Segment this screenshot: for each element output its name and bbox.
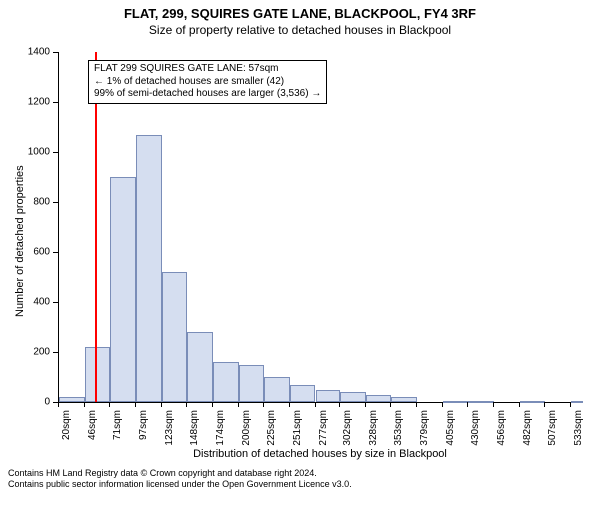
histogram-bar	[340, 392, 366, 402]
x-tick-label: 97sqm	[138, 410, 149, 440]
x-tick-mark	[135, 402, 136, 407]
info-line-2: ← 1% of detached houses are smaller (42)	[94, 76, 321, 89]
x-tick-mark	[315, 402, 316, 407]
x-tick-mark	[544, 402, 545, 407]
y-tick-mark	[53, 52, 58, 53]
histogram-bar	[571, 401, 583, 403]
x-tick-mark	[289, 402, 290, 407]
x-tick-mark	[365, 402, 366, 407]
histogram-bar	[136, 135, 162, 403]
y-tick-label: 1000	[0, 147, 50, 158]
x-tick-mark	[58, 402, 59, 407]
x-tick-mark	[467, 402, 468, 407]
histogram-bar	[239, 365, 264, 403]
info-box: FLAT 299 SQUIRES GATE LANE: 57sqm ← 1% o…	[88, 60, 327, 104]
x-tick-mark	[416, 402, 417, 407]
info-line-3: 99% of semi-detached houses are larger (…	[94, 88, 321, 101]
x-tick-mark	[339, 402, 340, 407]
x-tick-mark	[390, 402, 391, 407]
y-tick-label: 0	[0, 397, 50, 408]
x-tick-label: 148sqm	[189, 410, 200, 446]
x-axis-label: Distribution of detached houses by size …	[58, 448, 582, 460]
x-tick-label: 200sqm	[241, 410, 252, 446]
histogram-bar	[110, 177, 136, 402]
x-tick-mark	[212, 402, 213, 407]
x-tick-mark	[570, 402, 571, 407]
x-tick-mark	[493, 402, 494, 407]
x-tick-mark	[442, 402, 443, 407]
y-tick-mark	[53, 352, 58, 353]
x-tick-mark	[109, 402, 110, 407]
x-tick-label: 20sqm	[61, 410, 72, 440]
plot-area	[58, 52, 583, 403]
x-tick-label: 405sqm	[445, 410, 456, 446]
x-tick-label: 302sqm	[342, 410, 353, 446]
x-tick-label: 174sqm	[215, 410, 226, 446]
x-tick-mark	[519, 402, 520, 407]
y-tick-mark	[53, 202, 58, 203]
y-tick-label: 200	[0, 347, 50, 358]
x-tick-label: 353sqm	[393, 410, 404, 446]
x-tick-label: 482sqm	[522, 410, 533, 446]
y-tick-label: 800	[0, 197, 50, 208]
histogram-bar	[187, 332, 213, 402]
x-tick-mark	[238, 402, 239, 407]
chart-title: FLAT, 299, SQUIRES GATE LANE, BLACKPOOL,…	[0, 6, 600, 21]
y-tick-label: 600	[0, 247, 50, 258]
y-tick-mark	[53, 152, 58, 153]
x-tick-label: 46sqm	[87, 410, 98, 440]
x-tick-label: 277sqm	[318, 410, 329, 446]
x-tick-label: 379sqm	[419, 410, 430, 446]
histogram-bar	[468, 401, 494, 403]
x-tick-label: 328sqm	[368, 410, 379, 446]
histogram-bar	[520, 401, 545, 403]
histogram-bar	[264, 377, 290, 402]
y-tick-mark	[53, 252, 58, 253]
footer: Contains HM Land Registry data © Crown c…	[8, 468, 352, 491]
histogram-bar	[162, 272, 187, 402]
histogram-bar	[366, 395, 391, 403]
x-tick-mark	[161, 402, 162, 407]
x-tick-label: 507sqm	[547, 410, 558, 446]
info-line-1: FLAT 299 SQUIRES GATE LANE: 57sqm	[94, 63, 321, 76]
x-tick-label: 123sqm	[164, 410, 175, 446]
x-tick-mark	[263, 402, 264, 407]
y-tick-label: 1400	[0, 47, 50, 58]
histogram-bar	[213, 362, 239, 402]
x-tick-mark	[186, 402, 187, 407]
y-tick-label: 400	[0, 297, 50, 308]
histogram-bar	[290, 385, 316, 403]
histogram-bar	[443, 401, 468, 403]
x-tick-label: 533sqm	[573, 410, 584, 446]
x-tick-label: 225sqm	[266, 410, 277, 446]
histogram-bar	[85, 347, 110, 402]
x-tick-label: 71sqm	[112, 410, 123, 440]
y-tick-label: 1200	[0, 97, 50, 108]
x-tick-label: 430sqm	[470, 410, 481, 446]
y-tick-mark	[53, 102, 58, 103]
histogram-bar	[59, 397, 85, 402]
footer-line-1: Contains HM Land Registry data © Crown c…	[8, 468, 352, 479]
marker-line	[95, 52, 97, 402]
y-tick-mark	[53, 302, 58, 303]
histogram-bar	[316, 390, 341, 403]
x-tick-label: 456sqm	[496, 410, 507, 446]
histogram-bar	[391, 397, 417, 402]
y-axis-label: Number of detached properties	[14, 165, 26, 317]
x-tick-mark	[84, 402, 85, 407]
footer-line-2: Contains public sector information licen…	[8, 479, 352, 490]
x-tick-label: 251sqm	[292, 410, 303, 446]
chart-subtitle: Size of property relative to detached ho…	[0, 23, 600, 37]
